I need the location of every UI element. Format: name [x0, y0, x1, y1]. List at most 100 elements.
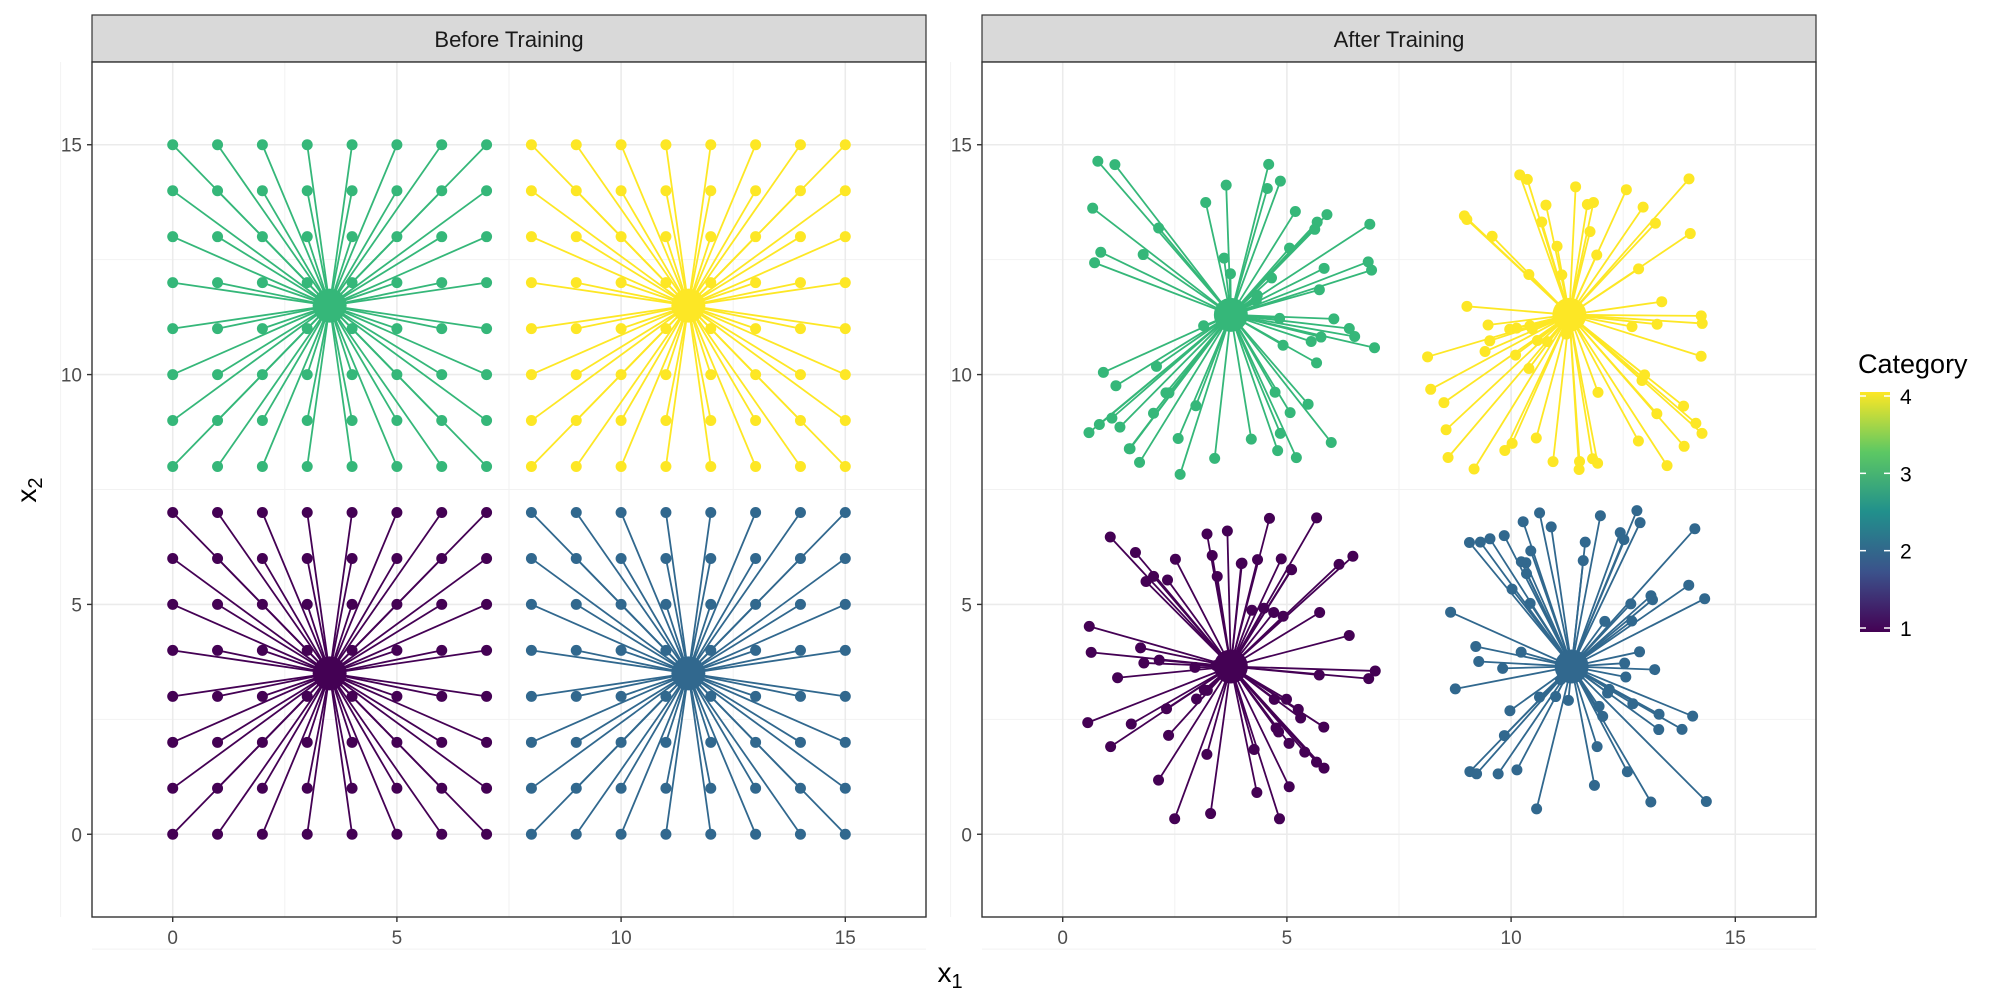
data-point — [391, 644, 403, 656]
data-point — [212, 782, 224, 794]
data-point — [1311, 512, 1323, 524]
y-tick-label: 15 — [951, 136, 972, 157]
data-point — [1085, 646, 1097, 658]
data-point — [1295, 712, 1307, 724]
data-point — [525, 506, 537, 518]
data-point — [1198, 684, 1210, 696]
y-tick-label: 5 — [71, 595, 82, 616]
data-point — [525, 323, 537, 335]
data-point — [167, 552, 179, 564]
data-point — [750, 644, 762, 656]
data-point — [525, 644, 537, 656]
data-point — [481, 461, 493, 473]
data-point — [1246, 604, 1258, 616]
segment — [687, 673, 757, 835]
segment — [1097, 160, 1232, 316]
data-point — [1263, 512, 1275, 524]
data-point — [481, 369, 493, 381]
segment — [687, 672, 757, 789]
data-point — [1200, 196, 1212, 208]
data-point — [1498, 730, 1510, 742]
data-point — [1531, 803, 1543, 815]
data-point — [212, 139, 224, 151]
segment — [261, 144, 331, 306]
segment — [1529, 550, 1573, 667]
x-tick-label: 0 — [167, 928, 178, 949]
data-point — [301, 461, 313, 473]
data-point — [1273, 813, 1285, 825]
series-category-2 — [1445, 505, 1712, 815]
segment — [172, 281, 330, 307]
data-point — [839, 690, 851, 702]
data-point — [1486, 230, 1498, 242]
segment — [575, 235, 689, 307]
data-point — [750, 598, 762, 610]
segment — [1209, 666, 1232, 814]
data-point — [167, 828, 179, 840]
centroid-point — [671, 656, 706, 691]
segment — [1230, 180, 1282, 316]
data-point — [525, 782, 537, 794]
segment — [328, 673, 398, 835]
segment — [1569, 313, 1702, 358]
segment — [1152, 575, 1232, 668]
data-point — [660, 552, 672, 564]
segment — [1092, 207, 1232, 316]
segment — [1475, 665, 1573, 775]
data-point — [1220, 179, 1232, 191]
data-point — [750, 736, 762, 748]
segment — [172, 235, 331, 307]
segment — [1430, 314, 1570, 391]
segment — [261, 190, 331, 307]
data-point — [1135, 642, 1147, 654]
data-point — [391, 185, 403, 197]
data-point — [1083, 620, 1095, 632]
data-point — [1169, 813, 1181, 825]
segment — [1445, 314, 1571, 431]
segment — [328, 512, 353, 674]
data-point — [660, 231, 672, 243]
segment — [620, 672, 690, 789]
series-category-2 — [525, 506, 851, 840]
series-category-4 — [525, 139, 851, 473]
segment — [329, 672, 442, 698]
data-point — [346, 461, 358, 473]
segment — [1230, 267, 1325, 316]
data-point — [794, 598, 806, 610]
segment — [1568, 202, 1595, 316]
data-point — [167, 323, 179, 335]
data-point — [660, 782, 672, 794]
segment — [1119, 314, 1232, 428]
data-point — [1162, 574, 1174, 586]
data-point — [436, 415, 448, 427]
segment — [1466, 218, 1570, 316]
data-point — [525, 277, 537, 289]
data-point — [1275, 553, 1287, 565]
data-point — [615, 323, 627, 335]
segment — [531, 281, 689, 307]
data-point — [1634, 646, 1646, 658]
data-point — [481, 415, 493, 427]
data-point — [256, 461, 268, 473]
segment — [687, 190, 712, 306]
segment — [329, 235, 487, 307]
data-point — [525, 415, 537, 427]
segment — [687, 305, 712, 467]
data-point — [1492, 768, 1504, 780]
data-point — [167, 277, 179, 289]
data-point — [1289, 205, 1301, 217]
segment — [1230, 634, 1350, 668]
data-point — [705, 736, 717, 748]
data-point — [570, 139, 582, 151]
data-point — [1577, 555, 1589, 567]
segment — [576, 304, 689, 330]
data-point — [301, 506, 313, 518]
data-point — [301, 415, 313, 427]
data-point — [615, 185, 627, 197]
segment — [576, 672, 689, 698]
data-point — [570, 277, 582, 289]
data-point — [391, 552, 403, 564]
segment — [1174, 558, 1232, 667]
data-point — [1284, 407, 1296, 419]
y-axis-title: x2 — [11, 477, 47, 502]
